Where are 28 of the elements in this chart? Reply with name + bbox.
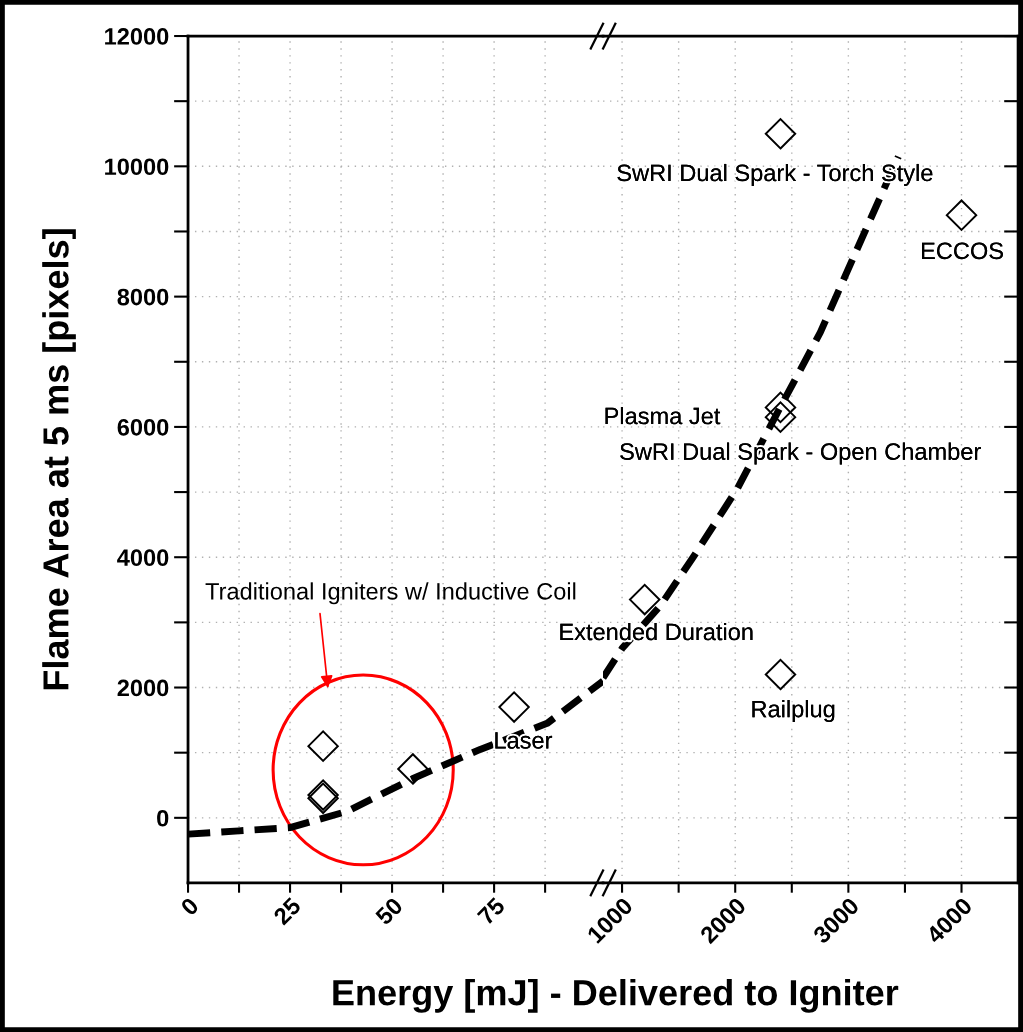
point	[764, 401, 797, 433]
point	[945, 199, 978, 231]
point	[764, 118, 797, 150]
y-tick-label: 10000	[105, 158, 169, 176]
x-tick-label: 75	[476, 896, 506, 926]
annotation: Laser	[495, 732, 553, 749]
x-tick-label: 25	[272, 896, 302, 926]
y-tick-label: 4000	[117, 549, 169, 567]
annotation: Traditional Igniters w/ Inductive Coil	[205, 582, 576, 605]
point	[307, 730, 339, 762]
point	[397, 753, 429, 785]
x-tick-label: 50	[374, 896, 404, 926]
x-axis-title: Energy [mJ] - Delivered to Igniter	[333, 978, 899, 1013]
y-tick-label: 12000	[105, 28, 169, 45]
y-tick-label: 2000	[117, 679, 169, 697]
annotation: ECCOS	[922, 242, 1003, 260]
y-axis-title: Flame Area at 5 ms [pixels]	[42, 229, 76, 690]
annotation: Railplug	[752, 700, 835, 723]
point	[629, 583, 661, 616]
annotation: Extended Duration	[560, 622, 753, 641]
point	[764, 391, 797, 424]
point	[498, 691, 530, 723]
x-tick-label: 0	[179, 896, 200, 917]
point	[764, 658, 797, 691]
y-tick-label: 6000	[117, 418, 169, 436]
y-tick-label: 0	[157, 809, 169, 827]
y-tick-label: 8000	[117, 288, 169, 306]
annotation: Plasma Jet	[605, 406, 721, 425]
